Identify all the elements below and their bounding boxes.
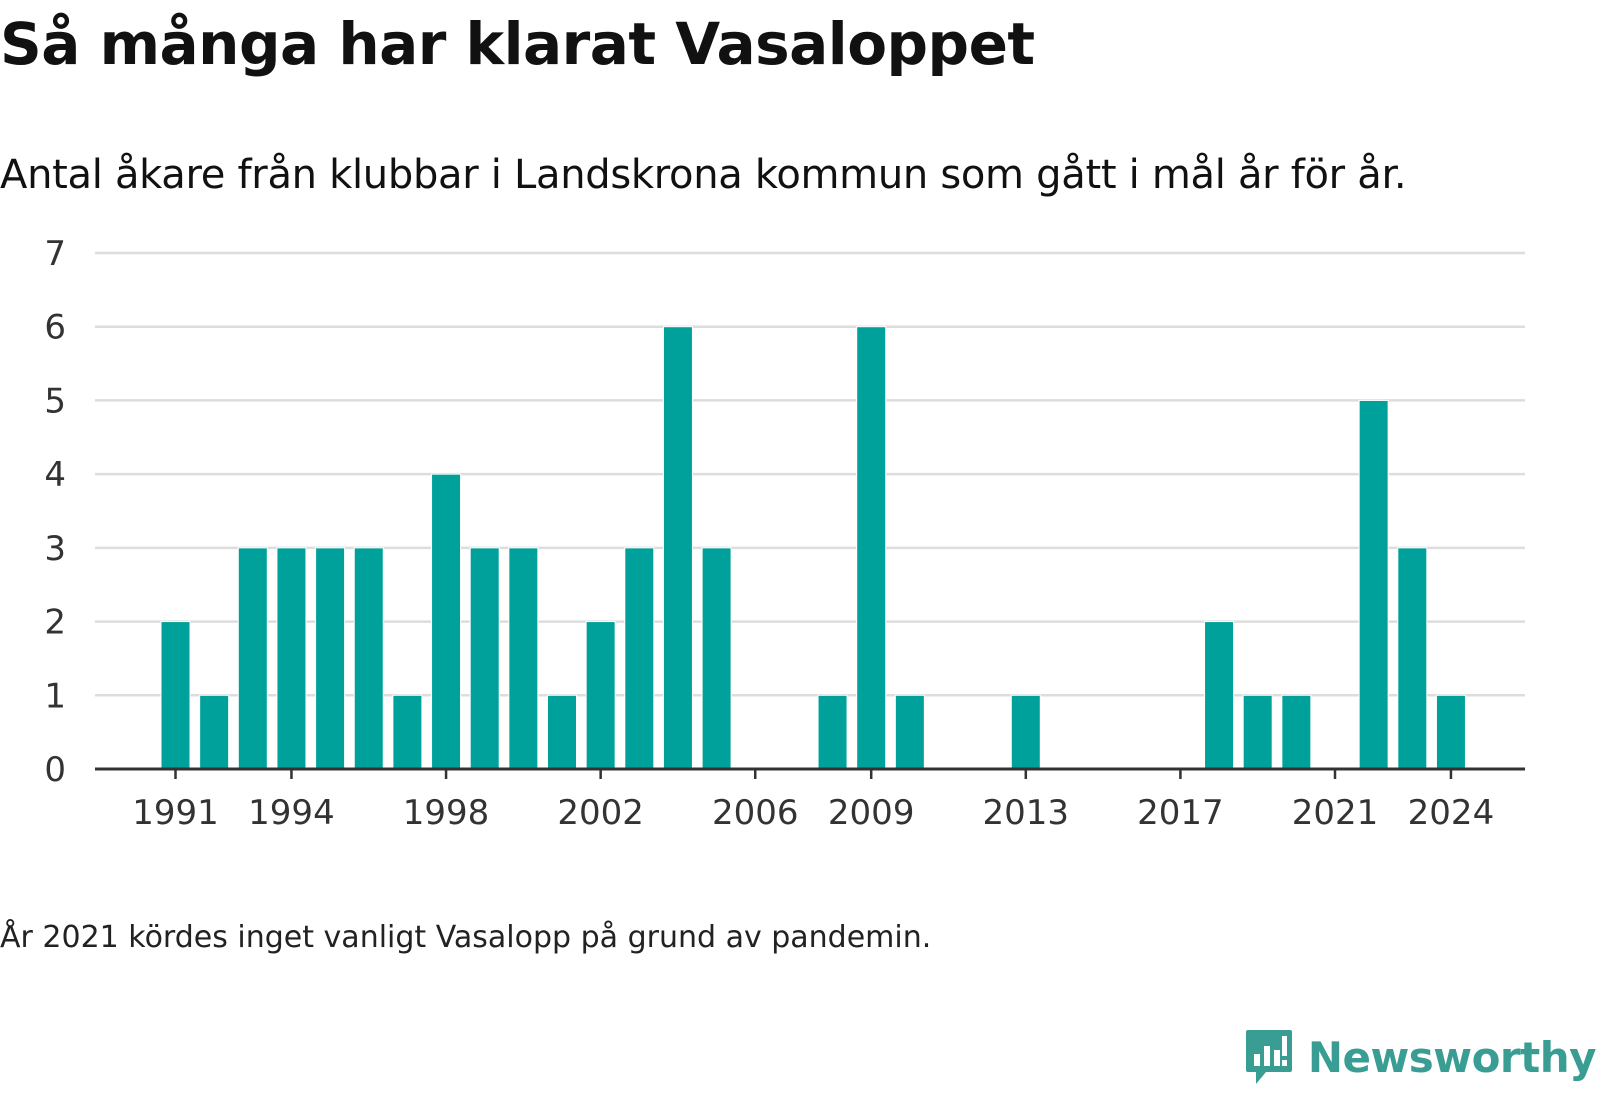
x-tick-label: 2024 (1408, 793, 1495, 833)
bar (701, 547, 732, 770)
bar (160, 621, 191, 770)
y-tick-label: 5 (44, 381, 66, 421)
chart-title: Så många har klarat Vasaloppet (0, 10, 1035, 78)
footnote: År 2021 kördes inget vanligt Vasalopp på… (0, 920, 932, 955)
x-tick-label: 2006 (712, 793, 799, 833)
y-tick-label: 1 (44, 676, 66, 716)
y-tick-label: 0 (44, 750, 66, 790)
x-tick-label: 2021 (1292, 793, 1379, 833)
bar (315, 547, 346, 770)
bar (662, 326, 693, 770)
bar (431, 473, 462, 770)
bar (392, 694, 423, 770)
x-tick-label: 2009 (828, 793, 915, 833)
bar (1358, 399, 1389, 770)
bar (1435, 694, 1466, 770)
bar (237, 547, 268, 770)
y-tick-label: 7 (44, 234, 66, 274)
newsworthy-logo-icon (1245, 1030, 1292, 1084)
bar (276, 547, 307, 770)
bar (353, 547, 384, 770)
brand-name: Newsworthy (1307, 1032, 1597, 1082)
bar (817, 694, 848, 770)
x-tick-label: 1991 (132, 793, 219, 833)
x-tick-label: 1994 (248, 793, 335, 833)
y-tick-label: 6 (44, 308, 66, 348)
bar (1281, 694, 1312, 770)
bar (1397, 547, 1428, 770)
bar (1242, 694, 1273, 770)
x-tick-label: 2013 (983, 793, 1070, 833)
bar (469, 547, 500, 770)
bar (508, 547, 539, 770)
x-tick-label: 2002 (557, 793, 644, 833)
x-tick-label: 1998 (403, 793, 490, 833)
bar (856, 326, 887, 770)
chart-subtitle: Antal åkare från klubbar i Landskrona ko… (0, 152, 1407, 198)
bar (547, 694, 577, 770)
y-tick-label: 3 (44, 529, 66, 569)
bar (624, 547, 655, 770)
bar (894, 694, 925, 770)
x-tick-label: 2017 (1137, 793, 1224, 833)
brand-logo: Newsworthy (1244, 1028, 1597, 1086)
bar (585, 621, 616, 770)
bar (199, 694, 230, 770)
bar (1204, 621, 1235, 770)
y-tick-label: 4 (44, 455, 66, 495)
bar (1010, 694, 1041, 770)
y-tick-label: 2 (44, 603, 66, 643)
